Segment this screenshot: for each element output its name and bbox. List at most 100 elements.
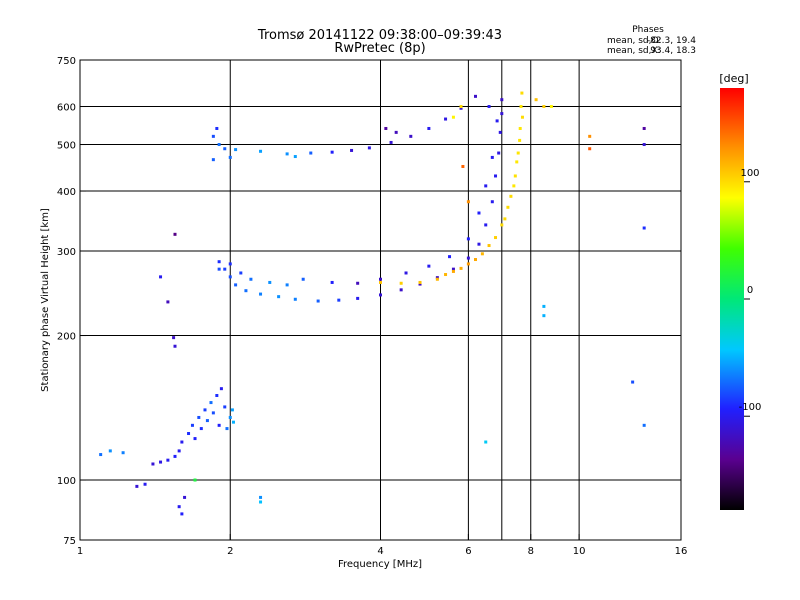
- stats-x-label: mean, sd,X:: [607, 46, 661, 56]
- echo-point: [277, 295, 281, 299]
- colorbar: [720, 88, 744, 510]
- x-axis-ticks: 1 2 4 6 8 10 16: [77, 534, 687, 557]
- echo-point: [259, 500, 263, 504]
- echo-point: [427, 264, 431, 268]
- echo-point: [211, 411, 215, 415]
- echo-point: [217, 423, 221, 427]
- y-tick-label: 500: [57, 141, 76, 152]
- echo-point: [418, 282, 422, 286]
- echo-point: [225, 427, 229, 431]
- echo-point: [384, 126, 388, 130]
- echo-point: [211, 158, 215, 162]
- echo-point: [268, 280, 272, 284]
- x-tick-label: 6: [465, 546, 471, 557]
- echo-point: [459, 266, 463, 270]
- stats-o-values: -82.3, 19.4: [647, 36, 696, 46]
- echo-point: [223, 147, 227, 151]
- echo-point: [498, 130, 502, 134]
- echo-point: [177, 505, 181, 509]
- echo-point: [239, 271, 243, 275]
- echo-point: [520, 115, 524, 119]
- colorbar-ticks: 100 0 -100: [739, 168, 762, 417]
- echo-point: [285, 283, 289, 287]
- echo-point: [215, 126, 219, 130]
- echo-point: [259, 149, 263, 153]
- echo-point: [518, 138, 522, 142]
- echo-point: [330, 280, 334, 284]
- y-tick-label: 75: [63, 536, 76, 547]
- echo-points: [99, 91, 646, 516]
- echo-point: [228, 262, 232, 266]
- echo-point: [177, 449, 181, 453]
- echo-point: [217, 143, 221, 147]
- echo-point: [518, 126, 522, 130]
- echo-point: [330, 150, 334, 154]
- echo-point: [228, 415, 232, 419]
- echo-point: [642, 143, 646, 147]
- colorbar-label: [deg]: [719, 72, 748, 85]
- echo-point: [509, 194, 513, 198]
- echo-point: [404, 271, 408, 275]
- echo-point: [466, 256, 470, 260]
- echo-point: [379, 293, 382, 297]
- echo-point: [108, 449, 112, 453]
- echo-point: [451, 115, 455, 119]
- echo-point: [217, 267, 221, 271]
- echo-point: [448, 255, 452, 259]
- echo-point: [542, 304, 546, 308]
- echo-point: [534, 98, 538, 102]
- y-tick-label: 200: [57, 332, 76, 343]
- echo-point: [205, 419, 209, 423]
- echo-point: [466, 237, 470, 241]
- echo-point: [520, 91, 524, 95]
- echo-point: [259, 292, 263, 296]
- echo-point: [379, 277, 382, 281]
- echo-point: [542, 314, 546, 318]
- stats-x-values: 93.4, 18.3: [650, 46, 696, 56]
- echo-point: [490, 155, 494, 159]
- echo-point: [588, 147, 592, 151]
- echo-point: [516, 151, 520, 155]
- y-tick-label: 600: [57, 103, 76, 114]
- y-tick-label: 300: [57, 247, 76, 258]
- echo-point: [173, 232, 177, 236]
- echo-point: [166, 300, 170, 304]
- echo-point: [427, 126, 431, 130]
- echo-point: [211, 134, 215, 138]
- echo-point: [180, 512, 184, 516]
- echo-point: [193, 437, 197, 441]
- echo-point: [631, 380, 635, 384]
- echo-point: [642, 226, 646, 230]
- grid-lines: [80, 60, 681, 540]
- echo-point: [172, 336, 176, 340]
- echo-point: [399, 288, 403, 292]
- echo-point: [293, 297, 297, 301]
- echo-point: [135, 484, 139, 488]
- echo-point: [151, 462, 155, 466]
- echo-point: [466, 200, 470, 204]
- echo-point: [193, 478, 197, 482]
- echo-point: [487, 105, 491, 109]
- echo-point: [309, 151, 313, 155]
- echo-point: [473, 94, 477, 98]
- echo-point: [500, 112, 504, 116]
- x-tick-label: 8: [528, 546, 534, 557]
- echo-point: [542, 105, 546, 109]
- echo-point: [394, 130, 398, 134]
- echo-point: [249, 277, 253, 281]
- echo-point: [444, 117, 448, 121]
- echo-point: [642, 423, 646, 427]
- echo-point: [487, 244, 491, 248]
- echo-point: [259, 495, 263, 499]
- colorbar-tick-label: -100: [739, 402, 762, 413]
- echo-point: [223, 267, 227, 271]
- echo-point: [477, 242, 481, 246]
- echo-point: [356, 296, 360, 300]
- stats-o-label: mean, sd,O:: [607, 36, 661, 46]
- chart-subtitle: RwPretec (8p): [334, 41, 425, 56]
- y-tick-label: 100: [57, 476, 76, 487]
- echo-point: [495, 119, 499, 123]
- x-tick-label: 4: [377, 546, 383, 557]
- echo-point: [173, 344, 177, 348]
